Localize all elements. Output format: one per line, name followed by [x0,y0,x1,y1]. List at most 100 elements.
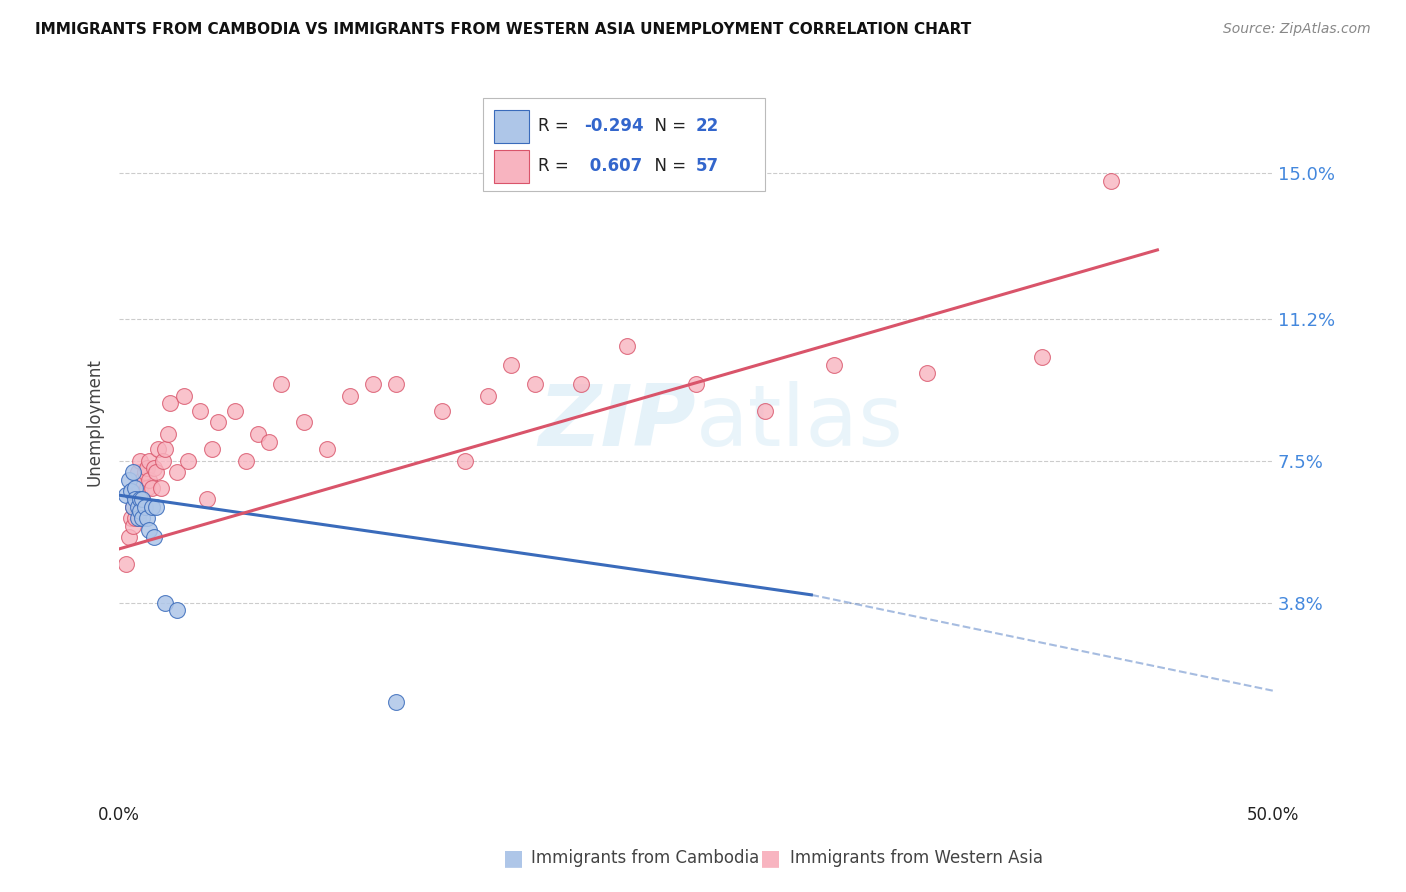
Point [124,511,146,525]
Point [145,500,167,514]
Point [1031,350,1053,364]
Point [1099,174,1122,188]
Text: ■: ■ [761,848,780,868]
Y-axis label: Unemployment: Unemployment [86,359,103,486]
Text: IMMIGRANTS FROM CAMBODIA VS IMMIGRANTS FROM WESTERN ASIA UNEMPLOYMENT CORRELATIO: IMMIGRANTS FROM CAMBODIA VS IMMIGRANTS F… [35,22,972,37]
Point [124,491,146,506]
Point [523,377,546,392]
Point [207,416,229,430]
Point [477,388,499,402]
Point [129,491,152,506]
Point [823,358,845,372]
Point [117,530,139,544]
Point [432,404,454,418]
Point [115,558,138,572]
Point [142,461,165,475]
Text: Immigrants from Western Asia: Immigrants from Western Asia [790,849,1043,867]
Point [131,473,153,487]
Point [224,404,246,418]
Point [129,481,152,495]
Point [270,377,292,392]
Text: ■: ■ [503,848,523,868]
Text: Source: ZipAtlas.com: Source: ZipAtlas.com [1223,22,1371,37]
Point [569,377,592,392]
Point [361,377,384,392]
Point [124,481,146,495]
Text: 0.607: 0.607 [583,157,643,176]
Point [915,366,938,380]
Point [200,442,222,457]
Text: N =: N = [644,118,692,136]
Point [257,434,280,449]
Point [235,453,257,467]
Point [131,491,153,506]
Text: Immigrants from Cambodia: Immigrants from Cambodia [531,849,759,867]
Text: 22: 22 [696,118,720,136]
Point [127,500,149,514]
Point [134,500,156,514]
Point [246,426,269,441]
Point [122,500,145,514]
Text: R =: R = [538,118,574,136]
Point [177,453,200,467]
Point [131,511,153,525]
Point [120,484,142,499]
Text: 50.0%: 50.0% [1247,805,1299,823]
Point [339,388,361,402]
Point [152,453,174,467]
Point [685,377,707,392]
Point [136,481,159,495]
Text: R =: R = [538,157,574,176]
Point [156,426,179,441]
Point [122,465,145,479]
Point [616,339,638,353]
Point [117,473,139,487]
Text: N =: N = [644,157,692,176]
Point [142,530,165,544]
Point [385,377,408,392]
Point [124,481,146,495]
Point [141,481,163,495]
Point [122,519,145,533]
Point [136,511,159,525]
Text: 0.0%: 0.0% [98,805,141,823]
Text: ZIP: ZIP [538,381,696,464]
Point [115,488,138,502]
Text: 57: 57 [696,157,718,176]
Point [129,503,152,517]
Point [127,511,149,525]
Point [149,481,172,495]
Point [138,473,160,487]
Point [501,358,523,372]
Point [195,491,218,506]
Point [316,442,339,457]
Point [385,695,408,709]
Point [129,453,152,467]
Point [173,388,195,402]
Point [138,523,160,537]
Point [188,404,211,418]
FancyBboxPatch shape [482,98,765,191]
Point [127,465,149,479]
Point [166,465,188,479]
Bar [494,110,529,143]
Point [138,453,160,467]
Point [122,500,145,514]
Point [155,442,177,457]
Point [454,453,477,467]
Point [136,461,159,475]
Point [131,491,153,506]
Text: atlas: atlas [696,381,904,464]
Point [120,511,142,525]
Bar [494,150,529,183]
Point [141,500,163,514]
Text: -0.294: -0.294 [583,118,644,136]
Point [159,396,181,410]
Point [754,404,776,418]
Point [134,465,156,479]
Point [155,595,177,609]
Point [292,416,315,430]
Point [127,500,149,514]
Point [145,465,167,479]
Point [166,603,188,617]
